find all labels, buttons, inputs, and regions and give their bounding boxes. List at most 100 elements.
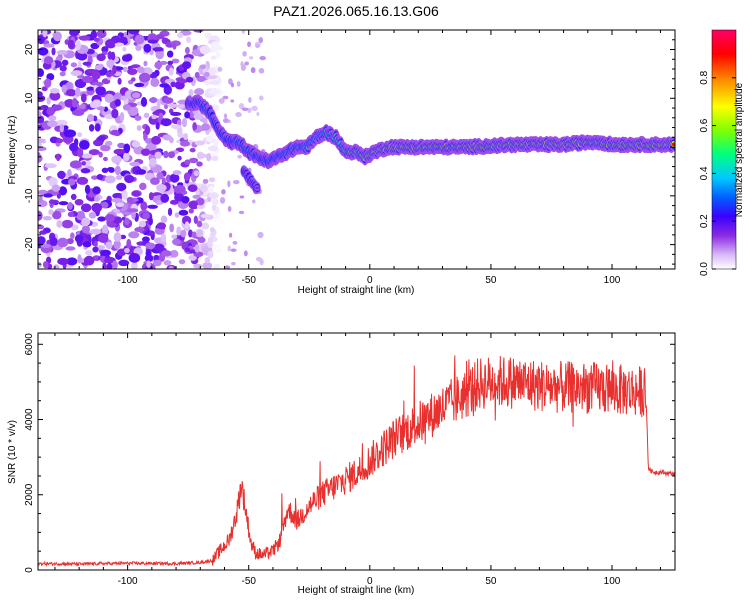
noise-speckle bbox=[77, 254, 82, 264]
noise-speckle bbox=[224, 113, 228, 119]
noise-speckle bbox=[58, 201, 69, 206]
noise-speckle bbox=[163, 260, 172, 266]
noise-speckle bbox=[118, 259, 130, 267]
noise-speckle bbox=[46, 107, 56, 116]
noise-speckle bbox=[259, 56, 266, 61]
noise-speckle bbox=[67, 39, 75, 49]
noise-speckle bbox=[188, 208, 194, 214]
noise-speckle bbox=[70, 70, 83, 77]
noise-speckle bbox=[241, 107, 249, 111]
noise-speckle bbox=[227, 180, 231, 188]
noise-speckle bbox=[236, 81, 241, 87]
noise-speckle bbox=[196, 153, 209, 158]
noise-speckle bbox=[61, 59, 69, 66]
noise-speckle bbox=[166, 50, 174, 58]
x-tick-label: 50 bbox=[485, 275, 497, 286]
noise-speckle bbox=[138, 220, 147, 228]
noise-speckle bbox=[119, 36, 128, 43]
noise-speckle bbox=[237, 154, 242, 159]
noise-speckle bbox=[131, 92, 141, 99]
noise-speckle bbox=[136, 66, 145, 74]
noise-speckle bbox=[240, 61, 244, 68]
noise-speckle bbox=[100, 201, 109, 209]
noise-speckle bbox=[227, 245, 232, 252]
noise-speckle bbox=[193, 88, 205, 96]
noise-speckle bbox=[131, 77, 136, 82]
noise-speckle bbox=[126, 196, 134, 203]
colorbar-gradient bbox=[712, 30, 736, 269]
noise-speckle bbox=[83, 255, 95, 266]
noise-speckle bbox=[252, 199, 256, 204]
noise-speckle bbox=[148, 217, 153, 226]
noise-speckle bbox=[150, 177, 160, 185]
noise-speckle bbox=[57, 257, 69, 266]
noise-speckle bbox=[135, 44, 142, 51]
noise-speckle bbox=[143, 43, 152, 53]
ridge-core bbox=[255, 186, 260, 190]
noise-speckle bbox=[188, 157, 199, 164]
noise-speckle bbox=[205, 135, 214, 143]
noise-speckle bbox=[42, 30, 48, 38]
noise-speckle bbox=[156, 184, 167, 192]
noise-speckle bbox=[211, 244, 221, 253]
noise-speckle bbox=[160, 250, 172, 257]
noise-speckle bbox=[51, 47, 56, 56]
noise-speckle bbox=[238, 102, 245, 110]
snr-panel: -100 -50 0 50 100 0 2000 4000 6000 Height of st… bbox=[7, 332, 676, 596]
noise-speckle bbox=[111, 197, 123, 203]
noise-speckle bbox=[172, 42, 177, 50]
x-tick-label: 100 bbox=[604, 576, 621, 587]
noise-speckle bbox=[80, 203, 92, 213]
noise-speckle bbox=[42, 261, 49, 269]
noise-speckle bbox=[159, 83, 170, 88]
noise-speckle bbox=[201, 222, 210, 230]
noise-speckle bbox=[148, 192, 154, 201]
noise-speckle bbox=[202, 178, 209, 184]
noise-speckle bbox=[184, 247, 191, 252]
noise-speckle bbox=[255, 44, 260, 49]
noise-speckle bbox=[139, 182, 147, 191]
noise-speckle bbox=[194, 140, 206, 146]
noise-speckle bbox=[76, 52, 88, 61]
colorbar-tick-label: 0.8 bbox=[699, 70, 710, 84]
y-tick-label: 0 bbox=[24, 144, 35, 150]
noise-speckle bbox=[163, 150, 169, 159]
noise-speckle bbox=[181, 196, 190, 204]
noise-speckle bbox=[187, 184, 198, 192]
noise-speckle bbox=[124, 217, 130, 226]
noise-speckle bbox=[38, 152, 42, 163]
noise-speckle bbox=[113, 148, 126, 155]
noise-speckle bbox=[193, 30, 204, 33]
noise-speckle bbox=[160, 118, 172, 127]
noise-speckle bbox=[42, 215, 53, 221]
x-tick-label: -50 bbox=[241, 275, 256, 286]
noise-speckle bbox=[91, 71, 101, 80]
snr-frame bbox=[37, 332, 676, 571]
noise-speckle bbox=[256, 111, 260, 116]
noise-speckle bbox=[199, 184, 208, 193]
noise-speckle bbox=[94, 123, 101, 132]
noise-speckle bbox=[169, 173, 180, 183]
noise-speckle bbox=[207, 145, 219, 152]
noise-speckle bbox=[113, 239, 121, 250]
noise-speckle bbox=[129, 161, 141, 167]
noise-speckle bbox=[151, 114, 158, 120]
noise-speckle bbox=[124, 174, 135, 184]
noise-speckle bbox=[76, 210, 86, 221]
noise-speckle bbox=[222, 95, 229, 100]
noise-speckle bbox=[71, 98, 78, 108]
noise-speckle bbox=[140, 148, 151, 156]
noise-speckle bbox=[52, 264, 60, 269]
noise-speckle bbox=[241, 30, 246, 34]
noise-speckle bbox=[145, 242, 156, 250]
noise-speckle bbox=[199, 45, 211, 55]
noise-speckle bbox=[114, 42, 125, 47]
noise-speckle bbox=[128, 231, 140, 239]
noise-speckle bbox=[93, 37, 100, 42]
figure-title: PAZ1.2026.065.16.13.G06 bbox=[273, 3, 439, 19]
noise-speckle bbox=[127, 68, 138, 75]
noise-speckle bbox=[154, 61, 163, 69]
noise-speckle bbox=[170, 111, 182, 117]
noise-speckle bbox=[38, 36, 45, 45]
noise-speckle bbox=[251, 105, 258, 111]
